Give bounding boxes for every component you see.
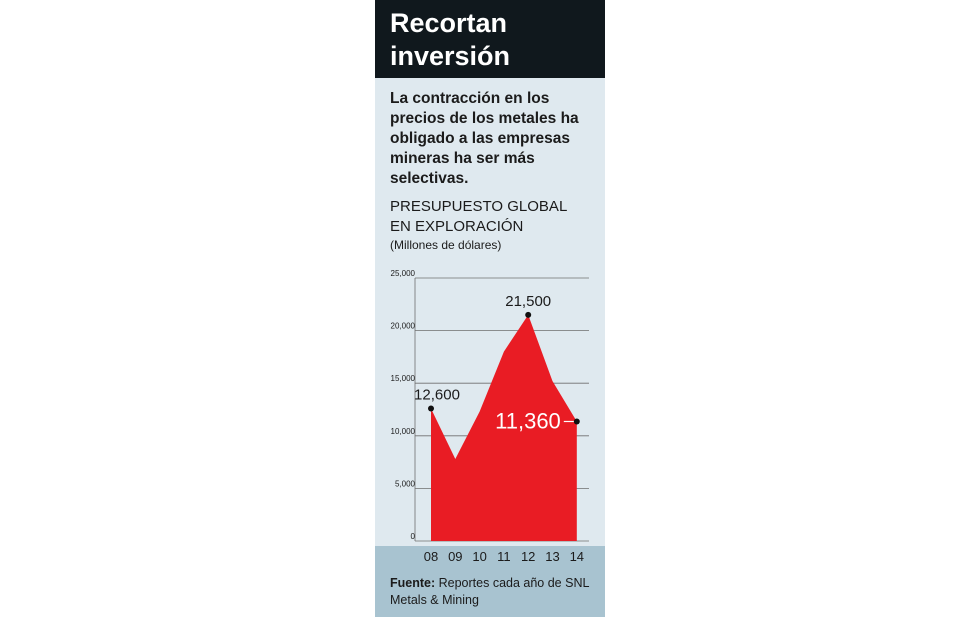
x-tick-label: 12	[521, 549, 535, 564]
footer-band	[375, 546, 605, 617]
x-tick-label: 09	[448, 549, 462, 564]
source-label: Fuente:	[390, 576, 436, 590]
data-point	[573, 418, 580, 425]
chart-marks: 08 09 10 11 12 13 14 12,600 21,500 11,360	[414, 293, 584, 564]
headline-box: Recortan inversión	[375, 0, 605, 78]
chart-unit: (Millones de dólares)	[390, 238, 502, 252]
y-tick-label: 15,000	[391, 374, 416, 383]
headline: Recortan inversión	[390, 8, 511, 71]
data-label: 11,360	[495, 408, 561, 433]
source-note: Fuente: Reportes cada año de SNL Metals …	[390, 575, 595, 609]
y-tick-label: 0	[411, 532, 416, 541]
x-tick-label: 11	[497, 549, 511, 564]
y-tick-label: 20,000	[391, 322, 416, 331]
x-tick-label: 13	[545, 549, 559, 564]
chart-title: PRESUPUESTO GLOBAL EN EXPLORACIÓN	[390, 198, 567, 235]
y-tick-label: 10,000	[391, 427, 416, 436]
x-tick-label: 14	[570, 549, 584, 564]
area-series	[431, 314, 577, 541]
data-point	[525, 311, 532, 318]
y-tick-label: 25,000	[391, 269, 416, 278]
infographic-card: Recortan inversión La contracción en los…	[375, 0, 605, 617]
data-point	[428, 405, 434, 412]
data-label: 12,600	[414, 386, 460, 403]
data-label: 21,500	[505, 293, 551, 310]
area-fill	[431, 314, 577, 541]
intro-text: La contracción en los precios de los met…	[390, 90, 579, 187]
x-tick-label: 08	[424, 549, 438, 564]
x-tick-label: 10	[472, 549, 486, 564]
y-tick-label: 5,000	[395, 479, 416, 488]
source-text: Reportes cada año de SNL Metals & Mining	[390, 576, 589, 607]
area-chart: 0 5,000 10,000 15,000 20,000 25,000 08 09 10 11 1…	[391, 269, 589, 564]
